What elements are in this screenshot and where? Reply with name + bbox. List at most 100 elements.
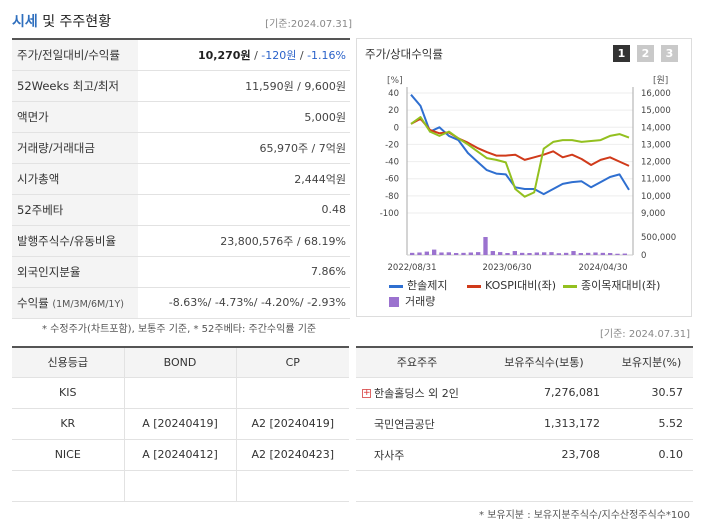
right-axis-unit: [원] — [653, 75, 668, 86]
table-cell — [123, 469, 237, 502]
volume-tick-label: 0 — [641, 251, 646, 261]
volume-value: 65,970주 / 7억원 — [138, 132, 350, 164]
left-tick-label: 20 — [388, 106, 399, 116]
column-header: 보유지분(%) — [610, 347, 693, 378]
chart-title: 주가/상대수익률 — [365, 47, 443, 61]
table-row: NICE A [20240412] A2 [20240423] — [12, 438, 349, 471]
x-tick-label: 2024/04/30 — [579, 263, 628, 273]
table-cell: A [20240412] — [123, 438, 237, 471]
table-cell — [12, 469, 125, 502]
volume-bar — [542, 252, 547, 255]
table-cell: 30.57 — [610, 377, 693, 409]
volume-bar — [586, 252, 591, 255]
column-header: CP — [235, 347, 349, 378]
volume-bar — [527, 253, 532, 255]
return-label-sub: (1M/3M/6M/1Y) — [52, 298, 124, 310]
table-header-row: 신용등급 BOND CP — [12, 347, 349, 378]
right-tick-label: 10,000 — [641, 192, 671, 202]
left-tick-label: 0 — [394, 123, 399, 133]
series-line-1 — [410, 117, 630, 167]
holder-name: 자사주 — [356, 439, 478, 471]
quote-table: 주가/전일대비/수익률 10,270원 / -120원 / -1.16% 52W… — [12, 38, 350, 319]
legend-swatch — [467, 284, 481, 288]
legend-label: 거래량 — [405, 295, 436, 308]
price-change: -120원 — [261, 48, 297, 62]
x-tick-label: 2022/08/31 — [388, 263, 437, 273]
chart-tab-1[interactable]: 1 — [613, 45, 630, 62]
face-value: 5,000원 — [138, 101, 350, 133]
table-cell: A [20240419] — [123, 407, 237, 440]
volume-bar — [534, 252, 539, 255]
table-row: 외국인지분율 7.86% — [12, 256, 350, 288]
column-header: BOND — [123, 347, 237, 378]
volume-bar — [454, 253, 459, 255]
volume-bar — [468, 252, 473, 255]
holder-name-cell: + 한솔홀딩스 외 2인 — [356, 377, 478, 409]
volume-bar — [498, 252, 503, 255]
holder-name: 국민연금공단 — [356, 408, 478, 440]
legend-item-kospi: KOSPI대비(좌) — [467, 277, 556, 293]
column-header: 주요주주 — [356, 347, 478, 378]
table-cell — [478, 470, 610, 502]
foreign-ratio-label: 외국인지분율 — [12, 256, 138, 288]
column-header: 신용등급 — [12, 347, 125, 378]
volume-tick-label: 500,000 — [641, 233, 676, 243]
right-tick-label: 11,000 — [641, 175, 671, 185]
return-label: 수익률 (1M/3M/6M/1Y) — [12, 287, 138, 319]
table-row: 주가/전일대비/수익률 10,270원 / -120원 / -1.16% — [12, 39, 350, 71]
table-row: 액면가 5,000원 — [12, 101, 350, 133]
volume-bar — [505, 253, 510, 255]
table-cell: KIS — [12, 376, 125, 409]
credit-rating-table: 신용등급 BOND CP KIS KR A [20240419] A2 [202… — [12, 346, 349, 502]
market-cap-value: 2,444억원 — [138, 163, 350, 195]
chart-tab-2[interactable]: 2 — [637, 45, 654, 62]
left-axis-unit: [%] — [387, 76, 403, 86]
holder-name[interactable]: 한솔홀딩스 외 2인 — [374, 386, 459, 400]
beta-label: 52주베타 — [12, 194, 138, 226]
expand-plus-icon[interactable]: + — [362, 388, 371, 398]
holders-base-date: [기준: 2024.07.31] — [599, 329, 690, 340]
volume-bar — [432, 249, 437, 255]
chart-tab-3[interactable]: 3 — [661, 45, 678, 62]
legend-swatch — [389, 284, 403, 288]
table-row: 자사주 23,708 0.10 — [356, 439, 693, 471]
volume-bar — [439, 252, 444, 255]
table-row — [356, 470, 693, 502]
right-tick-label: 14,000 — [641, 123, 671, 133]
w52-label: 52Weeks 최고/최저 — [12, 70, 138, 102]
table-row: KIS — [12, 376, 349, 409]
volume-bar — [571, 251, 576, 255]
right-tick-label: 15,000 — [641, 106, 671, 116]
legend-item-stock: 한솔제지 — [389, 277, 447, 293]
legend-label: 종이목재대비(좌) — [581, 279, 661, 292]
left-tick-label: -60 — [385, 175, 399, 185]
table-row — [12, 469, 349, 502]
volume-bar — [490, 251, 495, 255]
volume-bar — [446, 252, 451, 255]
table-cell: 5.52 — [610, 408, 693, 440]
left-tick-label: -100 — [380, 209, 399, 219]
chart-panel: 주가/상대수익률 1 2 3 [%] [원] 40 20 0 -20 -40 -60 -80 -1… — [356, 38, 692, 317]
volume-bar — [600, 252, 605, 255]
table-cell: 7,276,081 — [478, 377, 610, 409]
volume-bar — [622, 253, 627, 255]
separator: / — [296, 48, 308, 62]
price-label: 주가/전일대비/수익률 — [12, 39, 138, 71]
volume-bar — [512, 251, 517, 255]
table-row: 수익률 (1M/3M/6M/1Y) -8.63%/ -4.73%/ -4.20%… — [12, 287, 350, 319]
section-title-accent: 시세 — [12, 14, 38, 30]
return-label-main: 수익률 — [17, 295, 49, 310]
price: 10,270원 — [198, 48, 251, 62]
shares-value: 23,800,576주 / 68.19% — [138, 225, 350, 257]
table-cell — [123, 376, 237, 409]
legend-label: 한솔제지 — [407, 279, 448, 292]
x-tick-label: 2023/06/30 — [483, 263, 532, 273]
face-value-label: 액면가 — [12, 101, 138, 133]
beta-value: 0.48 — [138, 194, 350, 226]
major-holders-table: 주요주주 보유주식수(보통) 보유지분(%) + 한솔홀딩스 외 2인 7,276… — [356, 346, 693, 502]
foreign-ratio-value: 7.86% — [138, 256, 350, 288]
table-cell: 0.10 — [610, 439, 693, 471]
separator: / — [250, 48, 262, 62]
section-title-rest: 및 주주현황 — [42, 14, 112, 30]
series-line-2 — [410, 116, 630, 198]
